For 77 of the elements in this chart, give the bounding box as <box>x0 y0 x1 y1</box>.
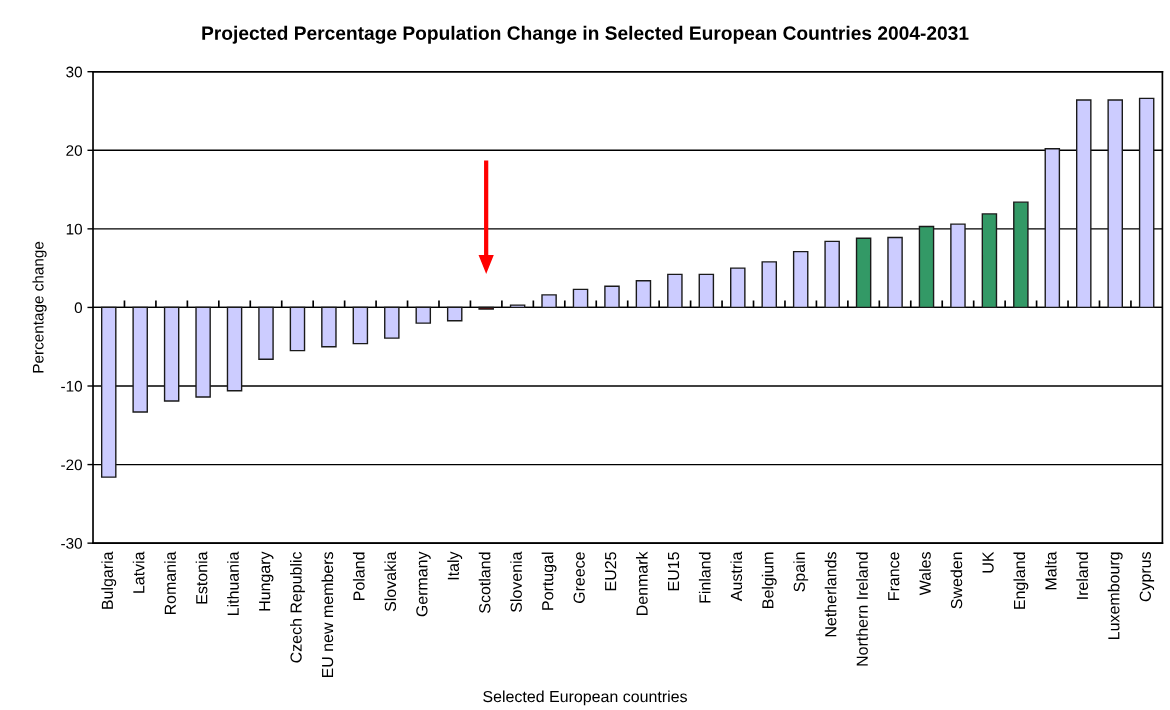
x-tick-label: Germany <box>416 551 431 617</box>
x-tick-label: Italy <box>447 551 463 580</box>
x-tick-label: Poland <box>352 552 365 600</box>
bar <box>384 306 400 339</box>
bar <box>635 280 652 309</box>
x-tick-label: Luxembourg <box>1107 552 1123 639</box>
bar <box>981 213 998 309</box>
x-tick-label: Finland <box>698 552 711 603</box>
x-tick-label: Wales <box>919 552 931 596</box>
bar <box>887 236 903 309</box>
x-tick-label: Czech Republic <box>290 551 305 663</box>
x-tick-label: Latvia <box>132 551 145 593</box>
chart-title: Projected Percentage Population Change in Selected European Countries 2004-2031 <box>202 25 969 44</box>
bar <box>1075 99 1092 309</box>
bar <box>855 237 872 309</box>
bar <box>667 273 683 309</box>
y-tick-label: 30 <box>66 66 82 78</box>
bar <box>226 306 243 392</box>
bar <box>1013 201 1029 309</box>
bar <box>792 250 809 309</box>
x-tick-label: Slovenia <box>510 551 522 613</box>
y-tick-label: 20 <box>66 145 82 156</box>
bar <box>163 306 180 402</box>
x-tick-label: Belgium <box>761 552 777 608</box>
bar <box>415 306 432 324</box>
x-tick-label: Northern Ireland <box>856 552 868 666</box>
bar <box>1138 97 1155 309</box>
bar <box>824 240 840 309</box>
x-tick-label: UK <box>982 551 994 573</box>
x-tick-label: Scotland <box>478 552 491 613</box>
x-tick-label: Estonia <box>195 551 208 604</box>
x-tick-label: Austria <box>730 551 743 602</box>
x-tick-label: Ireland <box>1076 552 1089 599</box>
bar <box>289 306 306 352</box>
bar <box>698 273 715 309</box>
x-tick-label: Sweden <box>950 552 963 609</box>
y-axis-title: Percentage change <box>32 241 47 373</box>
x-tick-label: Cyprus <box>1139 552 1155 602</box>
x-tick-label: Bulgaria <box>101 551 117 609</box>
bar <box>730 267 746 309</box>
x-tick-label: England <box>1013 552 1029 609</box>
x-tick-label: Slovakia <box>384 551 397 612</box>
bar <box>132 306 148 413</box>
bar <box>541 294 557 309</box>
x-axis-title: Selected European countries <box>483 690 687 706</box>
bar <box>604 285 620 309</box>
bar <box>950 223 966 309</box>
bar <box>321 306 337 348</box>
y-tick-label: -20 <box>61 459 82 471</box>
x-tick-label: France <box>888 552 900 600</box>
bar <box>572 288 589 309</box>
y-tick-label: 0 <box>74 302 82 314</box>
x-tick-label: Spain <box>793 552 809 592</box>
bar <box>918 225 935 309</box>
bar <box>509 304 526 309</box>
bar <box>352 306 369 345</box>
x-tick-label: Romania <box>164 551 176 615</box>
x-tick-label: EU new members <box>321 552 334 678</box>
bar <box>100 306 117 478</box>
bar <box>1044 148 1061 309</box>
bar <box>446 306 463 322</box>
y-tick-label: -10 <box>61 380 82 392</box>
x-tick-label: Portugal <box>541 552 557 610</box>
x-tick-label: EU25 <box>604 552 617 591</box>
y-tick-label: 10 <box>66 223 82 235</box>
bar <box>195 306 211 398</box>
bar <box>1107 99 1123 309</box>
bar <box>258 306 274 360</box>
x-tick-label: EU15 <box>668 552 680 591</box>
x-tick-label: Greece <box>573 552 585 604</box>
x-tick-label: Lithuania <box>227 551 239 615</box>
x-tick-label: Netherlands <box>824 552 837 637</box>
bar <box>761 261 778 309</box>
x-tick-label: Denmark <box>635 551 648 615</box>
x-tick-label: Malta <box>1044 551 1057 590</box>
x-tick-label: Hungary <box>259 551 274 611</box>
y-tick-label: -30 <box>61 538 82 549</box>
